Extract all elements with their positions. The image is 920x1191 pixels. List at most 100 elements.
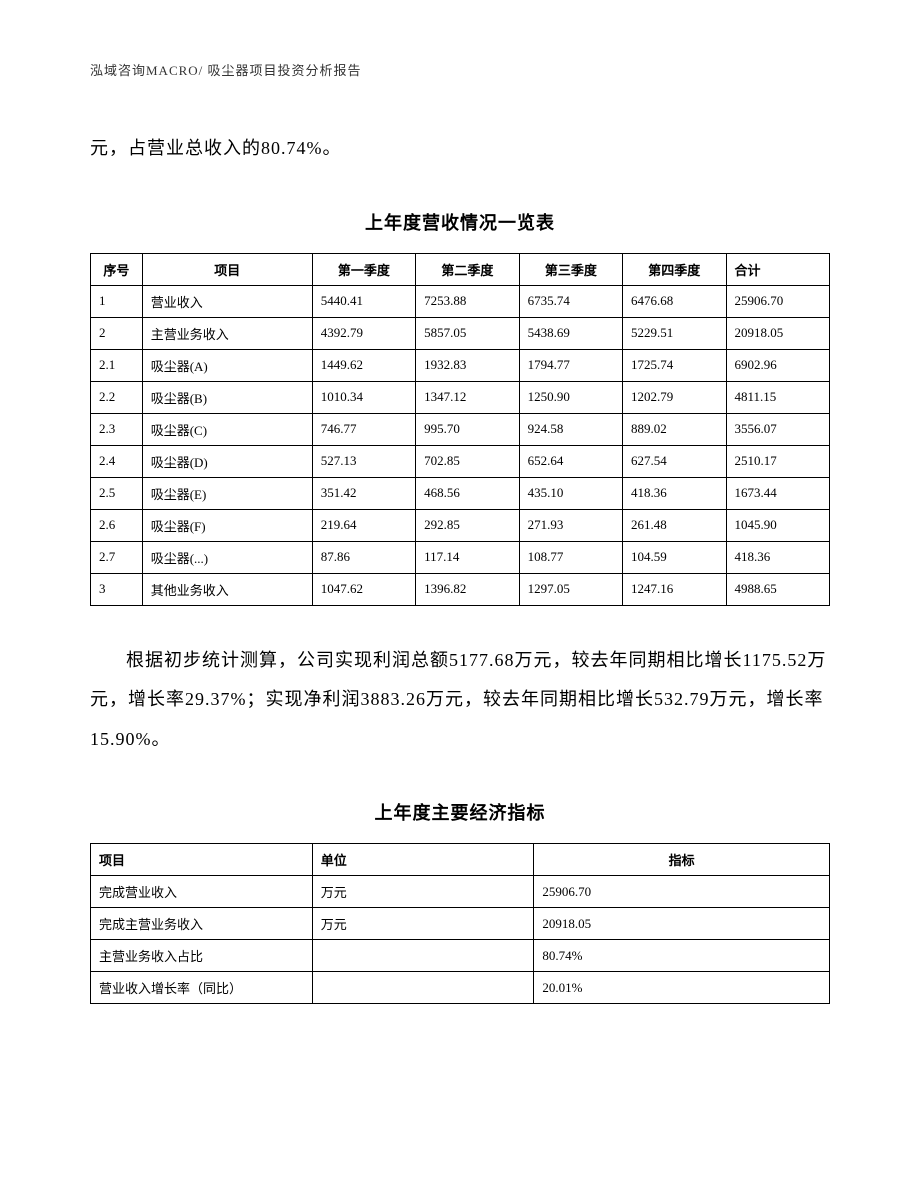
- table-cell: 627.54: [623, 445, 726, 477]
- table-row: 主营业务收入占比 80.74%: [91, 940, 830, 972]
- table-cell: 219.64: [312, 509, 415, 541]
- table-cell: 6902.96: [726, 349, 830, 381]
- table-cell: 主营业务收入: [142, 317, 312, 349]
- table-cell: 108.77: [519, 541, 622, 573]
- analysis-paragraph: 根据初步统计测算，公司实现利润总额5177.68万元，较去年同期相比增长1175…: [90, 641, 830, 760]
- table-cell: 5857.05: [416, 317, 519, 349]
- th-project: 项目: [91, 844, 313, 876]
- table-cell: 889.02: [623, 413, 726, 445]
- table-cell: 主营业务收入占比: [91, 940, 313, 972]
- table-cell: 5440.41: [312, 285, 415, 317]
- table-cell: 80.74%: [534, 940, 830, 972]
- table-cell: 营业收入: [142, 285, 312, 317]
- table-cell: 完成营业收入: [91, 876, 313, 908]
- table-cell: 104.59: [623, 541, 726, 573]
- table-cell: 6476.68: [623, 285, 726, 317]
- table-cell: 吸尘器(...): [142, 541, 312, 573]
- th-q2: 第二季度: [416, 253, 519, 285]
- table-cell: 4988.65: [726, 573, 830, 605]
- table-cell: 418.36: [623, 477, 726, 509]
- table-cell: 4392.79: [312, 317, 415, 349]
- table-cell: 7253.88: [416, 285, 519, 317]
- table1-title: 上年度营收情况一览表: [90, 209, 830, 235]
- table-cell: 20.01%: [534, 972, 830, 1004]
- table-cell: 1: [91, 285, 143, 317]
- table-cell: 2.5: [91, 477, 143, 509]
- th-unit: 单位: [312, 844, 534, 876]
- table-cell: 吸尘器(C): [142, 413, 312, 445]
- table-cell: 292.85: [416, 509, 519, 541]
- table-cell: 527.13: [312, 445, 415, 477]
- table-cell: 1047.62: [312, 573, 415, 605]
- table-cell: 万元: [312, 908, 534, 940]
- table-cell: 2.7: [91, 541, 143, 573]
- table-cell: 468.56: [416, 477, 519, 509]
- table-row: 2.1吸尘器(A)1449.621932.831794.771725.74690…: [91, 349, 830, 381]
- table-cell: 2.2: [91, 381, 143, 413]
- table-cell: 1449.62: [312, 349, 415, 381]
- table-row: 2.4吸尘器(D)527.13702.85652.64627.542510.17: [91, 445, 830, 477]
- table-row: 1营业收入5440.417253.886735.746476.6825906.7…: [91, 285, 830, 317]
- table-row: 2.6吸尘器(F)219.64292.85271.93261.481045.90: [91, 509, 830, 541]
- table-cell: 25906.70: [726, 285, 830, 317]
- table-cell: 25906.70: [534, 876, 830, 908]
- table-row: 2主营业务收入4392.795857.055438.695229.5120918…: [91, 317, 830, 349]
- table-cell: 702.85: [416, 445, 519, 477]
- table-header-row: 序号 项目 第一季度 第二季度 第三季度 第四季度 合计: [91, 253, 830, 285]
- th-seq: 序号: [91, 253, 143, 285]
- table-row: 营业收入增长率（同比） 20.01%: [91, 972, 830, 1004]
- table-row: 完成主营业务收入万元20918.05: [91, 908, 830, 940]
- table-cell: 2.1: [91, 349, 143, 381]
- table-cell: [312, 940, 534, 972]
- table-cell: 6735.74: [519, 285, 622, 317]
- th-indicator: 指标: [534, 844, 830, 876]
- table-row: 完成营业收入万元25906.70: [91, 876, 830, 908]
- table-cell: 1202.79: [623, 381, 726, 413]
- table-cell: 3556.07: [726, 413, 830, 445]
- table-cell: 5438.69: [519, 317, 622, 349]
- table-cell: 1794.77: [519, 349, 622, 381]
- intro-text: 元，占营业总收入的80.74%。: [90, 129, 830, 169]
- table-cell: 万元: [312, 876, 534, 908]
- table-cell: 746.77: [312, 413, 415, 445]
- table-cell: 418.36: [726, 541, 830, 573]
- table-cell: [312, 972, 534, 1004]
- table-cell: 1932.83: [416, 349, 519, 381]
- table-row: 2.2吸尘器(B)1010.341347.121250.901202.79481…: [91, 381, 830, 413]
- table-cell: 吸尘器(D): [142, 445, 312, 477]
- table-cell: 1297.05: [519, 573, 622, 605]
- table-cell: 1010.34: [312, 381, 415, 413]
- table-cell: 1396.82: [416, 573, 519, 605]
- table-cell: 2.4: [91, 445, 143, 477]
- table-header-row: 项目 单位 指标: [91, 844, 830, 876]
- table-cell: 271.93: [519, 509, 622, 541]
- revenue-table: 序号 项目 第一季度 第二季度 第三季度 第四季度 合计 1营业收入5440.4…: [90, 253, 830, 606]
- table-cell: 吸尘器(B): [142, 381, 312, 413]
- table-cell: 2510.17: [726, 445, 830, 477]
- table-cell: 其他业务收入: [142, 573, 312, 605]
- table-cell: 吸尘器(A): [142, 349, 312, 381]
- table-cell: 营业收入增长率（同比）: [91, 972, 313, 1004]
- page-header: 泓域咨询MACRO/ 吸尘器项目投资分析报告: [90, 60, 830, 79]
- table-cell: 5229.51: [623, 317, 726, 349]
- table1-body: 1营业收入5440.417253.886735.746476.6825906.7…: [91, 285, 830, 605]
- table2-body: 完成营业收入万元25906.70完成主营业务收入万元20918.05主营业务收入…: [91, 876, 830, 1004]
- table-row: 2.7吸尘器(...)87.86117.14108.77104.59418.36: [91, 541, 830, 573]
- th-q3: 第三季度: [519, 253, 622, 285]
- table-cell: 1673.44: [726, 477, 830, 509]
- table-cell: 1250.90: [519, 381, 622, 413]
- table-cell: 87.86: [312, 541, 415, 573]
- table-cell: 117.14: [416, 541, 519, 573]
- table-cell: 4811.15: [726, 381, 830, 413]
- table-cell: 吸尘器(E): [142, 477, 312, 509]
- th-item: 项目: [142, 253, 312, 285]
- table-cell: 924.58: [519, 413, 622, 445]
- table-cell: 652.64: [519, 445, 622, 477]
- table-cell: 3: [91, 573, 143, 605]
- table-cell: 261.48: [623, 509, 726, 541]
- table-row: 2.3吸尘器(C)746.77995.70924.58889.023556.07: [91, 413, 830, 445]
- table-cell: 20918.05: [534, 908, 830, 940]
- table-cell: 1045.90: [726, 509, 830, 541]
- th-q4: 第四季度: [623, 253, 726, 285]
- table2-title: 上年度主要经济指标: [90, 799, 830, 825]
